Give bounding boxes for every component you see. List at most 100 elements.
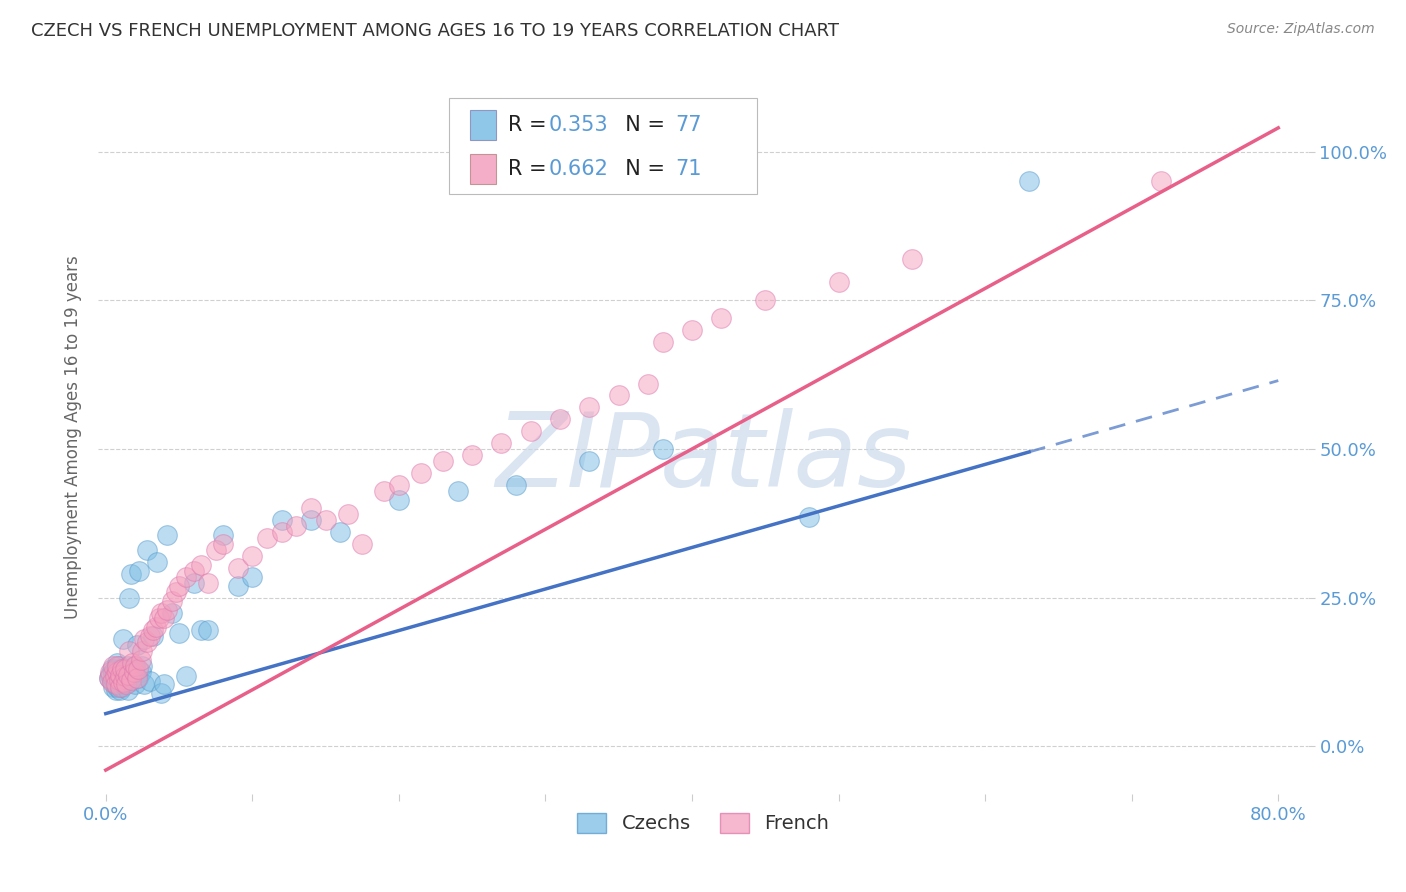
Point — [681, 323, 703, 337]
Point — [901, 252, 924, 266]
Point — [505, 477, 527, 491]
Point — [148, 611, 170, 625]
Point — [105, 669, 128, 683]
Point — [129, 653, 152, 667]
Point — [108, 668, 131, 682]
Point — [132, 632, 155, 647]
Point — [121, 656, 143, 670]
Point — [112, 669, 135, 683]
Point — [226, 579, 249, 593]
Point — [100, 673, 122, 688]
Point — [240, 570, 263, 584]
Point — [651, 442, 673, 456]
Point — [226, 561, 249, 575]
Point — [118, 644, 141, 658]
Point — [167, 626, 190, 640]
Point — [114, 662, 136, 676]
Point — [105, 677, 128, 691]
Point — [115, 673, 138, 688]
Point — [120, 671, 142, 685]
Point — [270, 513, 292, 527]
Point — [1018, 174, 1040, 188]
Point — [131, 659, 153, 673]
Text: CZECH VS FRENCH UNEMPLOYMENT AMONG AGES 16 TO 19 YEARS CORRELATION CHART: CZECH VS FRENCH UNEMPLOYMENT AMONG AGES … — [31, 22, 839, 40]
Point — [110, 675, 132, 690]
Point — [183, 575, 205, 590]
Point — [520, 424, 543, 438]
Point — [388, 492, 411, 507]
Point — [111, 662, 134, 676]
Point — [117, 659, 139, 673]
Point — [117, 671, 139, 685]
Point — [142, 629, 165, 643]
Point — [637, 376, 659, 391]
Point — [197, 624, 219, 638]
Point — [142, 624, 165, 638]
Point — [153, 677, 176, 691]
Point — [329, 525, 352, 540]
Point — [108, 675, 131, 690]
Point — [167, 579, 190, 593]
FancyBboxPatch shape — [449, 98, 758, 194]
Point — [578, 454, 600, 468]
Point — [98, 665, 121, 679]
Point — [212, 537, 235, 551]
Point — [135, 635, 157, 649]
Point — [409, 466, 432, 480]
Point — [138, 629, 160, 643]
Point — [122, 665, 145, 679]
Point — [352, 537, 374, 551]
Point — [111, 663, 134, 677]
Point — [548, 412, 571, 426]
Point — [336, 508, 359, 522]
Point — [103, 669, 125, 683]
Point — [183, 564, 205, 578]
Point — [103, 669, 125, 683]
Point — [107, 656, 129, 670]
Text: 77: 77 — [675, 115, 702, 136]
Point — [491, 436, 513, 450]
Point — [373, 483, 395, 498]
Point — [101, 665, 124, 679]
Point — [115, 662, 138, 676]
Point — [114, 675, 136, 690]
Point — [145, 620, 167, 634]
Text: R =: R = — [509, 159, 554, 178]
Point — [256, 531, 278, 545]
Point — [128, 564, 150, 578]
Point — [135, 543, 157, 558]
Point — [125, 671, 148, 685]
Point — [107, 659, 129, 673]
Point — [118, 591, 141, 605]
Point — [108, 659, 131, 673]
Point — [129, 665, 152, 679]
Point — [105, 682, 128, 697]
Point — [138, 673, 160, 688]
Point — [710, 311, 733, 326]
Point — [127, 671, 149, 685]
Point — [122, 659, 145, 673]
Point — [190, 624, 212, 638]
Point — [607, 388, 630, 402]
Point — [160, 593, 183, 607]
Point — [110, 680, 132, 694]
Point — [204, 543, 226, 558]
Point — [1150, 174, 1173, 188]
Point — [110, 682, 132, 697]
Point — [432, 454, 454, 468]
Point — [114, 669, 136, 683]
Point — [112, 632, 135, 647]
Point — [799, 510, 821, 524]
Point — [107, 673, 129, 687]
Point — [101, 659, 124, 673]
Text: Source: ZipAtlas.com: Source: ZipAtlas.com — [1227, 22, 1375, 37]
Point — [131, 644, 153, 658]
Text: R =: R = — [509, 115, 554, 136]
Point — [107, 665, 129, 679]
Point — [114, 668, 136, 682]
Point — [111, 671, 134, 685]
Text: 0.353: 0.353 — [548, 115, 607, 136]
Point — [107, 680, 129, 694]
Point — [110, 668, 132, 682]
Y-axis label: Unemployment Among Ages 16 to 19 years: Unemployment Among Ages 16 to 19 years — [63, 255, 82, 619]
